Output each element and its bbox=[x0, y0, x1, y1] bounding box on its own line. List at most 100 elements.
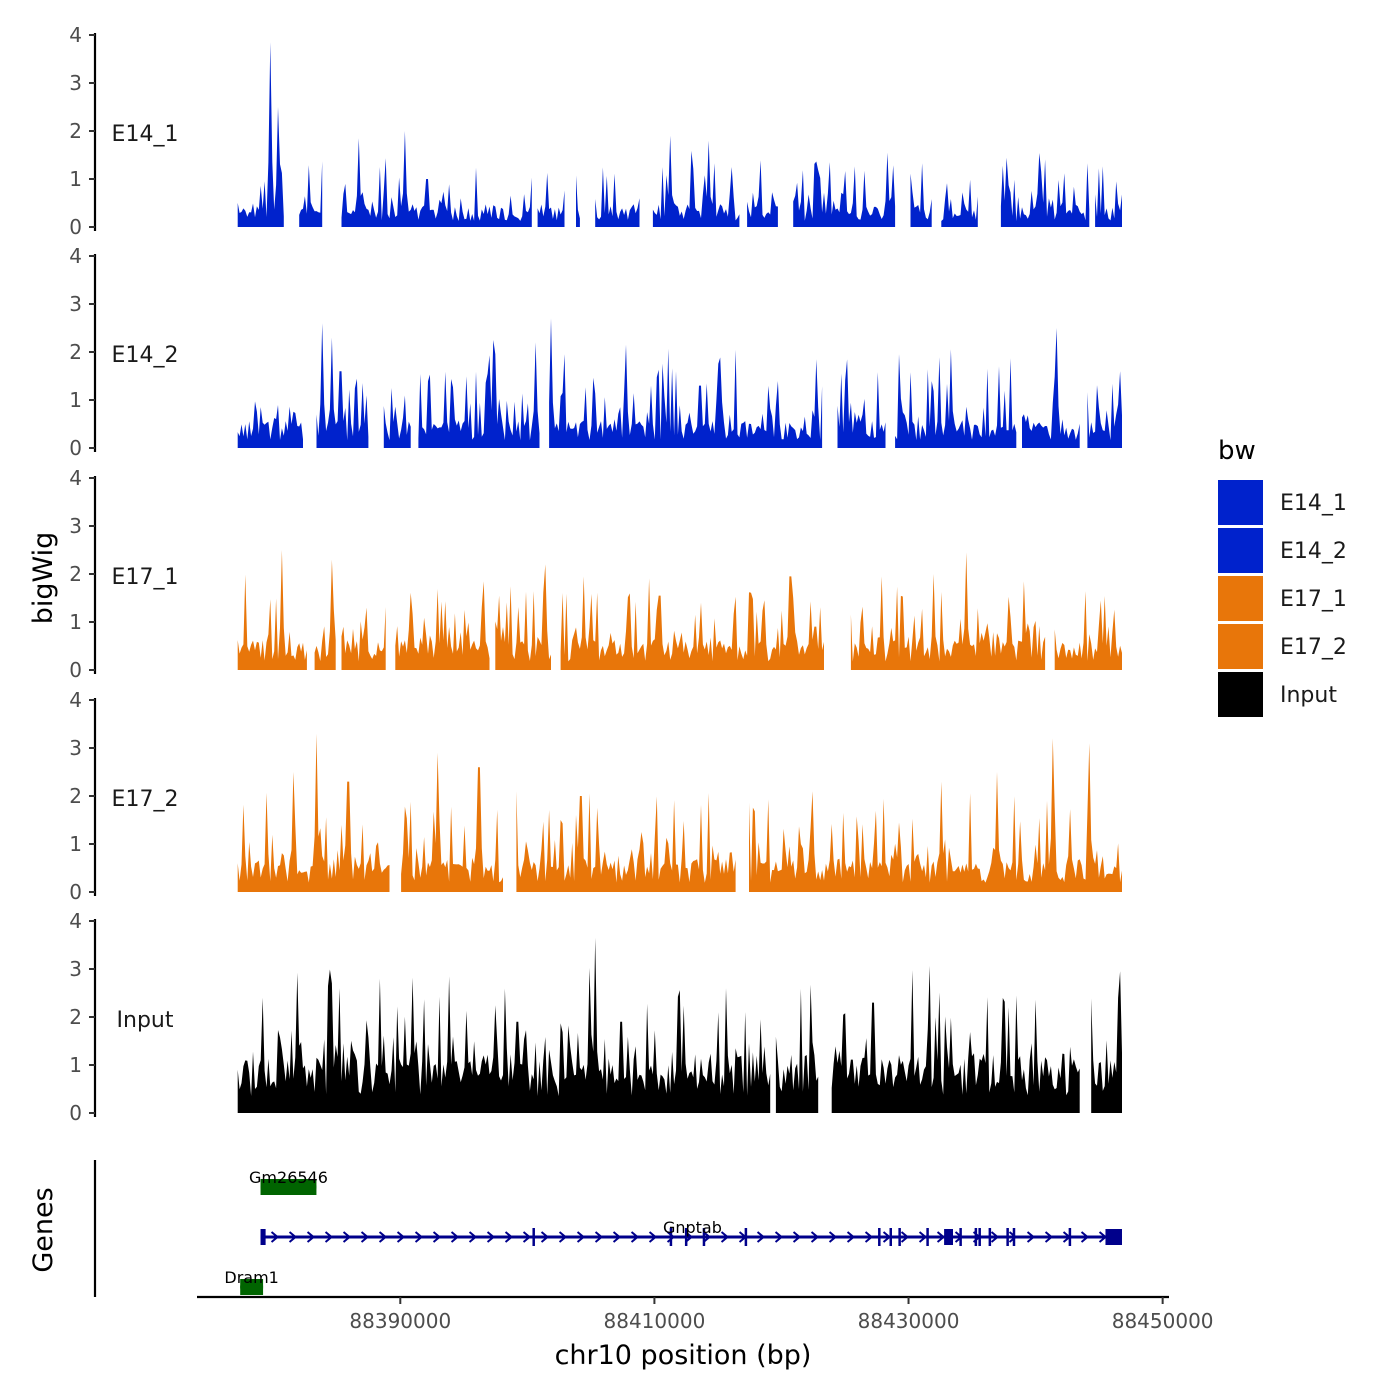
track-label: E14_1 bbox=[112, 122, 179, 147]
strand-chevron bbox=[540, 1231, 550, 1243]
signal-area bbox=[1022, 328, 1080, 448]
strand-chevron bbox=[432, 1231, 442, 1243]
signal-area bbox=[910, 163, 932, 227]
y-tick-label: 4 bbox=[69, 909, 82, 933]
y-tick-label: 3 bbox=[69, 292, 82, 316]
y-tick-label: 4 bbox=[69, 23, 82, 47]
signal-area bbox=[237, 733, 390, 892]
signal-area bbox=[316, 323, 369, 448]
signal-area bbox=[895, 349, 1017, 448]
y-tick-label: 4 bbox=[69, 688, 82, 712]
y-tick-label: 3 bbox=[69, 514, 82, 538]
x-tick-label: 88390000 bbox=[349, 1309, 451, 1333]
strand-chevron bbox=[900, 1231, 910, 1243]
y-tick-label: 0 bbox=[69, 880, 82, 904]
signal-area bbox=[299, 161, 323, 227]
exon bbox=[944, 1229, 953, 1245]
genes-panel: Gm26546 Gnptab Dram1 bbox=[93, 1160, 1122, 1297]
track-label: E17_2 bbox=[112, 787, 179, 812]
strand-chevron bbox=[630, 1231, 640, 1243]
signal-area bbox=[549, 318, 823, 448]
signal-area bbox=[595, 167, 640, 227]
strand-chevron bbox=[1080, 1231, 1090, 1243]
signal-area bbox=[1091, 971, 1122, 1113]
signal-area bbox=[560, 576, 824, 670]
y-tick-label: 4 bbox=[69, 244, 82, 268]
y-tick-label: 2 bbox=[69, 784, 82, 808]
strand-chevron bbox=[414, 1231, 424, 1243]
signal-area bbox=[395, 581, 490, 670]
strand-chevron bbox=[396, 1231, 406, 1243]
signal-area bbox=[237, 550, 307, 670]
strand-chevron bbox=[936, 1231, 946, 1243]
track-e14-1: 0 1 2 3 4 E14_1 bbox=[69, 23, 1122, 239]
strand-chevron bbox=[306, 1231, 316, 1243]
strand-chevron bbox=[774, 1231, 784, 1243]
track-input: 0 1 2 3 4 Input bbox=[69, 909, 1122, 1125]
track-label: E17_1 bbox=[112, 565, 179, 590]
y-tick-label: 3 bbox=[69, 736, 82, 760]
signal-area bbox=[1087, 371, 1122, 448]
strand-chevron bbox=[324, 1231, 334, 1243]
x-axis: 88390000 88410000 88430000 88450000 bbox=[197, 1295, 1214, 1333]
strand-chevron bbox=[792, 1231, 802, 1243]
signal-area bbox=[576, 175, 580, 227]
strand-chevron bbox=[1044, 1231, 1054, 1243]
signal-area bbox=[401, 752, 503, 892]
strand-chevron bbox=[450, 1231, 460, 1243]
legend-swatch bbox=[1218, 480, 1263, 525]
legend-label: E14_1 bbox=[1280, 491, 1347, 516]
strand-chevron bbox=[846, 1231, 856, 1243]
genes-axis-title: Genes bbox=[28, 1187, 59, 1272]
strand-chevron bbox=[918, 1231, 928, 1243]
strand-chevron bbox=[702, 1231, 712, 1243]
track-e17-1: 0 1 2 3 4 E17_1 bbox=[69, 466, 1122, 682]
legend-label: E14_2 bbox=[1280, 539, 1347, 564]
strand-chevron bbox=[810, 1231, 820, 1243]
y-tick-label: 1 bbox=[69, 167, 82, 191]
signal-area bbox=[793, 152, 896, 227]
y-tick-label: 0 bbox=[69, 1101, 82, 1125]
strand-chevron bbox=[288, 1231, 298, 1243]
signal-area bbox=[237, 401, 303, 448]
strand-chevron bbox=[576, 1231, 586, 1243]
signal-area bbox=[831, 965, 1080, 1113]
legend-label: Input bbox=[1280, 683, 1337, 708]
track-e14-2: 0 1 2 3 4 E14_2 bbox=[69, 244, 1122, 460]
signal-area bbox=[1095, 166, 1122, 227]
strand-chevron bbox=[666, 1231, 676, 1243]
legend-title: bw bbox=[1218, 436, 1256, 466]
signal-area bbox=[383, 388, 411, 448]
y-tick-label: 3 bbox=[69, 957, 82, 981]
gene-label: Gm26546 bbox=[249, 1168, 328, 1187]
track-label: Input bbox=[117, 1008, 174, 1033]
y-tick-label: 0 bbox=[69, 436, 82, 460]
legend-swatch bbox=[1218, 528, 1263, 573]
gene-gm26546: Gm26546 bbox=[249, 1168, 328, 1195]
y-tick-label: 1 bbox=[69, 388, 82, 412]
strand-chevron bbox=[360, 1231, 370, 1243]
y-axis-title: bigWig bbox=[28, 532, 59, 625]
gene-label: Dram1 bbox=[224, 1268, 278, 1287]
signal-area bbox=[1000, 153, 1090, 227]
signal-area bbox=[747, 160, 778, 227]
strand-chevron bbox=[828, 1231, 838, 1243]
strand-chevron bbox=[1026, 1231, 1036, 1243]
exon bbox=[1105, 1229, 1122, 1245]
y-tick-label: 2 bbox=[69, 119, 82, 143]
signal-area bbox=[418, 340, 540, 448]
track-e17-2: 0 1 2 3 4 E17_2 bbox=[69, 688, 1122, 904]
exon bbox=[260, 1229, 266, 1245]
signal-area bbox=[652, 135, 740, 227]
strand-chevron bbox=[648, 1231, 658, 1243]
exon bbox=[240, 1279, 264, 1295]
strand-chevron bbox=[486, 1231, 496, 1243]
x-axis-title: chr10 position (bp) bbox=[555, 1340, 812, 1371]
y-tick-label: 2 bbox=[69, 340, 82, 364]
signal-area bbox=[837, 359, 886, 448]
x-tick-label: 88430000 bbox=[858, 1309, 960, 1333]
y-tick-label: 3 bbox=[69, 71, 82, 95]
x-tick-label: 88450000 bbox=[1112, 1309, 1214, 1333]
